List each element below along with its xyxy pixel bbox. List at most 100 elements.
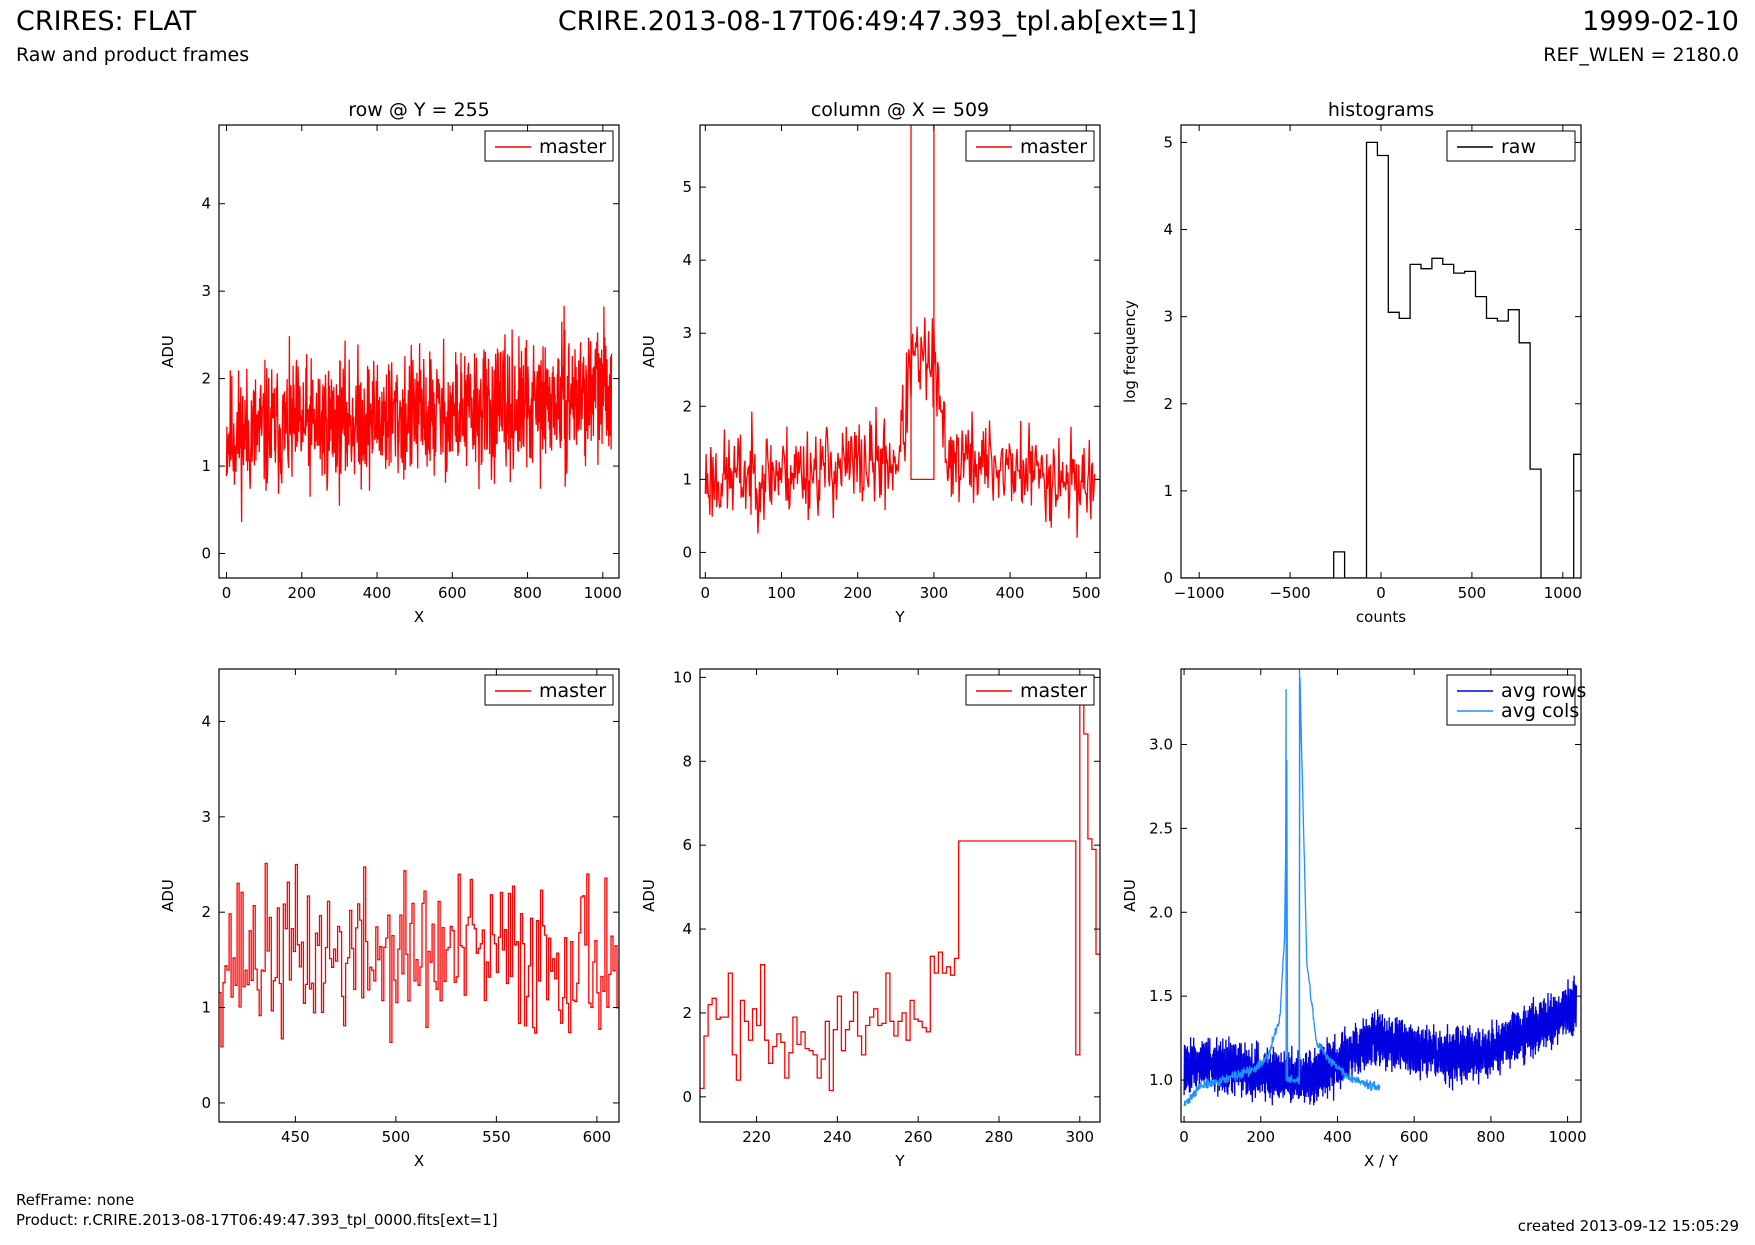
legend: master	[965, 674, 1095, 706]
y-tick-label: 4	[682, 251, 692, 269]
y-tick-label: 1	[201, 457, 211, 475]
y-tick-label: 2.0	[1149, 903, 1173, 921]
y-tick-label: 4	[682, 920, 692, 938]
series-line-master	[704, 317, 1096, 538]
x-tick-label: 600	[1400, 1128, 1429, 1146]
x-tick-label: 500	[382, 1128, 411, 1146]
x-tick-label: 200	[843, 584, 872, 602]
report-title: CRIRES: FLAT	[16, 6, 197, 37]
y-tick-label: 1	[682, 470, 692, 488]
series-line-master	[225, 305, 613, 523]
y-tick-label: 2	[1163, 395, 1173, 413]
x-tick-label: −500	[1269, 584, 1310, 602]
y-tick-label: 4	[201, 195, 211, 213]
x-tick-label: 400	[996, 584, 1025, 602]
legend-box	[484, 130, 614, 162]
y-tick-label: 1.0	[1149, 1071, 1173, 1089]
chart-panel-2: 0 100 200 300 400 500 0 1 2 3 4 5 column @ X = 509 Y A…	[640, 99, 1101, 626]
y-tick-label: 3	[1163, 308, 1173, 326]
legend: master	[965, 130, 1095, 162]
y-tick-label: 0	[201, 545, 211, 563]
chart-panel-5: 220 240 260 280 300 0 2 4 6 8 10 Y ADU master	[640, 668, 1101, 1170]
x-tick-label: 200	[1246, 1128, 1275, 1146]
legend-box	[965, 130, 1095, 162]
x-tick-label: 1000	[584, 584, 622, 602]
y-tick-label: 2.5	[1149, 819, 1173, 837]
legend-label: master	[539, 136, 606, 158]
report-date: 1999-02-10	[1582, 6, 1739, 37]
y-axis-label: log frequency	[1121, 300, 1139, 403]
axes-frame	[699, 668, 1101, 1123]
y-axis-label: ADU	[640, 335, 658, 368]
x-tick-label: 220	[742, 1128, 771, 1146]
x-tick-label: 550	[482, 1128, 511, 1146]
y-axis-label: ADU	[159, 335, 177, 368]
x-tick-label: 1000	[1544, 584, 1582, 602]
chart-panel-4: 450 500 550 600 0 1 2 3 4 X ADU master	[159, 668, 620, 1170]
y-tick-label: 6	[682, 836, 692, 854]
axes-frame	[218, 124, 620, 579]
file-name: CRIRE.2013-08-17T06:49:47.393_tpl.ab[ext…	[557, 6, 1198, 37]
y-tick-label: 2	[682, 1004, 692, 1022]
y-axis-label: ADU	[1121, 879, 1139, 912]
x-tick-label: 800	[513, 584, 542, 602]
x-axis-label: Y	[894, 1152, 905, 1170]
plot-area	[1181, 141, 1581, 578]
ref-wlen: REF_WLEN = 2180.0	[1543, 44, 1739, 66]
x-tick-label: 400	[1323, 1128, 1352, 1146]
series-line-avg-cols	[1183, 677, 1381, 1107]
chart-panel-1: 0 200 400 600 800 1000 0 1 2 3 4 row @ Y = 255 X ADU m…	[159, 99, 622, 626]
x-tick-label: 0	[1179, 1128, 1189, 1146]
legend-box	[1446, 674, 1576, 726]
y-tick-label: 0	[1163, 569, 1173, 587]
created-label: created 2013-09-12 15:05:29	[1517, 1217, 1739, 1235]
y-tick-label: 5	[1163, 133, 1173, 151]
plot-area	[704, 125, 1096, 538]
y-tick-label: 2	[201, 903, 211, 921]
x-tick-label: 500	[1072, 584, 1101, 602]
y-tick-label: 3	[682, 324, 692, 342]
x-tick-label: 500	[1458, 584, 1487, 602]
legend: master	[484, 674, 614, 706]
x-tick-label: 100	[767, 584, 796, 602]
chart-title: histograms	[1328, 99, 1434, 121]
chart-title: row @ Y = 255	[348, 99, 490, 121]
y-axis-label: ADU	[640, 879, 658, 912]
y-axis-label: ADU	[159, 879, 177, 912]
series-line-master	[700, 704, 1100, 1092]
x-tick-label: 0	[222, 584, 232, 602]
x-tick-label: 300	[1065, 1128, 1094, 1146]
x-axis-label: Y	[894, 608, 905, 626]
axes-frame	[218, 668, 620, 1123]
series-segment	[910, 125, 935, 481]
y-tick-label: 5	[682, 178, 692, 196]
x-tick-label: 1000	[1548, 1128, 1586, 1146]
y-tick-label: 0	[682, 543, 692, 561]
x-axis-label: X	[414, 1152, 424, 1170]
y-tick-label: 0	[201, 1094, 211, 1112]
x-axis-label: X	[414, 608, 424, 626]
legend: raw	[1446, 130, 1576, 162]
y-tick-label: 8	[682, 752, 692, 770]
x-tick-label: 300	[920, 584, 949, 602]
axes-frame	[699, 124, 1101, 579]
legend-label: avg cols	[1501, 700, 1579, 722]
x-tick-label: 240	[823, 1128, 852, 1146]
axes-frame	[1180, 668, 1582, 1123]
legend-box	[1446, 130, 1576, 162]
chart-panel-3: −1000 −500 0 500 1000 0 1 2 3 4 5 histograms counts l…	[1121, 99, 1582, 626]
plot-area	[225, 305, 613, 523]
legend-label: master	[539, 680, 606, 702]
x-tick-label: 400	[363, 584, 392, 602]
axes-frame	[1180, 124, 1582, 579]
product-label: Product: r.CRIRE.2013-08-17T06:49:47.393…	[16, 1211, 498, 1229]
legend: master	[484, 130, 614, 162]
refframe-label: RefFrame: none	[16, 1191, 135, 1209]
y-tick-label: 2	[682, 397, 692, 415]
series-line-master	[219, 862, 619, 1048]
y-tick-label: 0	[682, 1088, 692, 1106]
y-tick-label: 3.0	[1149, 736, 1173, 754]
x-tick-label: 450	[281, 1128, 310, 1146]
